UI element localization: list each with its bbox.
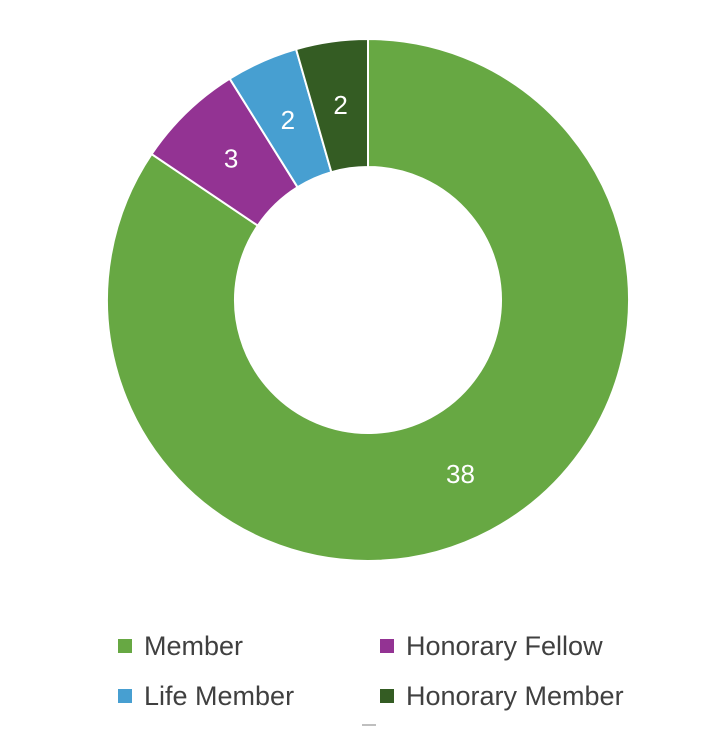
legend-item-honorary-fellow: Honorary Fellow: [380, 628, 603, 664]
slice-member: [106, 37, 630, 562]
legend-label-member: Member: [144, 630, 244, 661]
slice-honorary-member: [294, 37, 369, 174]
divider-mark: [362, 724, 376, 726]
data-label-member: 38: [446, 459, 475, 489]
legend-item-honorary-member: Honorary Member: [380, 678, 624, 714]
legend-item-member: Member: [118, 628, 243, 664]
data-label-honorary-fellow: 3: [224, 143, 238, 173]
legend-label-honorary-member: Honorary Member: [406, 680, 624, 711]
legend-label-honorary-fellow: Honorary Fellow: [406, 630, 603, 661]
chart-legend: Member Honorary Fellow Life Member Honor…: [118, 628, 678, 728]
data-label-honorary-member: 2: [333, 90, 347, 120]
legend-swatch-life-member: [118, 689, 132, 703]
legend-item-life-member: Life Member: [118, 678, 294, 714]
legend-swatch-member: [118, 639, 132, 653]
legend-swatch-honorary-fellow: [380, 639, 394, 653]
data-label-life-member: 2: [281, 105, 295, 135]
legend-swatch-honorary-member: [380, 689, 394, 703]
legend-label-life-member: Life Member: [144, 680, 295, 711]
